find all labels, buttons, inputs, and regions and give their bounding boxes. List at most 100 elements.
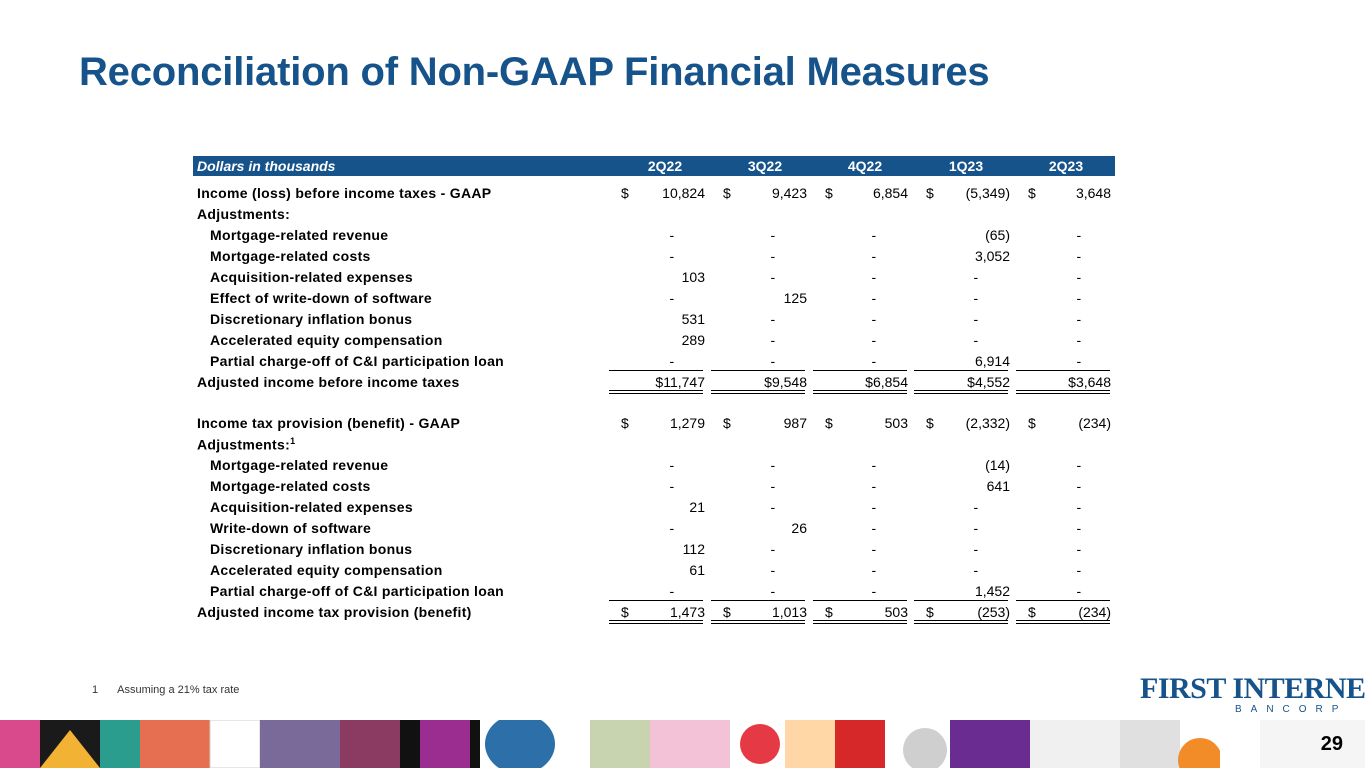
table-row: Mortgage-related costs - - - 641 - — [193, 475, 1115, 496]
double-underline — [813, 390, 907, 391]
double-underline — [914, 620, 1008, 621]
cell-value: 641 — [986, 478, 1010, 494]
cell-value: - — [973, 269, 979, 285]
cell-value: - — [871, 353, 877, 369]
currency-symbol: $ — [621, 185, 630, 201]
cell-value: - — [871, 332, 877, 348]
logo-main: FIRST INTERNET — [1140, 672, 1365, 705]
cell-value: - — [1076, 583, 1082, 599]
underline — [711, 370, 805, 371]
decorative-image-strip — [0, 720, 1365, 768]
period-header: 3Q22 — [747, 158, 783, 174]
double-underline — [1016, 620, 1110, 621]
cell-value: 61 — [689, 562, 705, 578]
row-label: Write-down of software — [210, 520, 372, 536]
underline — [813, 600, 907, 601]
cell-value: - — [1076, 562, 1082, 578]
currency-symbol: $ — [926, 185, 935, 201]
cell-value: - — [770, 562, 776, 578]
row-label: Accelerated equity compensation — [210, 562, 443, 578]
double-underline — [1016, 623, 1110, 624]
cell-value: 112 — [682, 541, 705, 557]
reconciliation-table: Dollars in thousands 2Q22 3Q22 4Q22 1Q23… — [193, 156, 1115, 624]
cell-value: (234) — [1078, 604, 1111, 620]
row-label: Adjusted income before income taxes — [197, 374, 460, 390]
cell-value: - — [973, 290, 979, 306]
cell-value: (14) — [985, 457, 1010, 473]
double-underline — [813, 623, 907, 624]
table-row: Partial charge-off of C&I participation … — [193, 350, 1115, 371]
cell-value: - — [1076, 248, 1082, 264]
cell-value: - — [871, 541, 877, 557]
row-label: Discretionary inflation bonus — [210, 311, 413, 327]
cell-value: - — [669, 583, 675, 599]
currency-symbol: $ — [621, 415, 630, 431]
table-row: Income tax provision (benefit) - GAAP $1,… — [193, 412, 1115, 433]
cell-value: - — [1076, 520, 1082, 536]
cell-value: - — [770, 353, 776, 369]
row-label: Acquisition-related expenses — [210, 499, 413, 515]
table-row: Adjustments:1 — [193, 433, 1115, 454]
row-label: Effect of write-down of software — [210, 290, 432, 306]
footnote-text: Assuming a 21% tax rate — [117, 684, 240, 696]
row-label: Adjustments:1 — [197, 436, 296, 453]
cell-value: - — [1076, 269, 1082, 285]
cell-value: $11,747 — [655, 374, 705, 390]
cell-value: 531 — [681, 311, 705, 327]
row-label: Accelerated equity compensation — [210, 332, 443, 348]
table-row: Acquisition-related expenses 21 - - - - — [193, 496, 1115, 517]
currency-symbol: $ — [926, 415, 935, 431]
cell-value: - — [770, 227, 776, 243]
cell-value: 21 — [689, 499, 705, 515]
cell-value: 10,824 — [662, 185, 705, 201]
cell-value: - — [871, 311, 877, 327]
row-label: Income tax provision (benefit) - GAAP — [197, 415, 461, 431]
cell-value: 26 — [791, 520, 807, 536]
row-label: Acquisition-related expenses — [210, 269, 413, 285]
cell-value: - — [669, 457, 675, 473]
cell-value: $6,854 — [865, 374, 908, 390]
table-row: Write-down of software - 26 - - - — [193, 517, 1115, 538]
row-label: Adjustments: — [197, 206, 291, 222]
underline — [914, 370, 1008, 371]
cell-value: - — [669, 290, 675, 306]
cell-value: 503 — [884, 415, 908, 431]
double-underline — [711, 623, 805, 624]
cell-value: (253) — [977, 604, 1010, 620]
currency-symbol: $ — [1028, 415, 1037, 431]
cell-value: - — [973, 499, 979, 515]
cell-value: (234) — [1078, 415, 1111, 431]
table-row: Mortgage-related costs - - - 3,052 - — [193, 245, 1115, 266]
cell-value: - — [770, 499, 776, 515]
cell-value: 1,279 — [669, 415, 705, 431]
underline — [1016, 600, 1110, 601]
table-row: Adjusted income before income taxes $11,7… — [193, 371, 1115, 394]
row-label: Mortgage-related costs — [210, 248, 371, 264]
currency-symbol: $ — [723, 604, 732, 620]
cell-value: - — [770, 269, 776, 285]
table-row: Mortgage-related revenue - - - (14) - — [193, 454, 1115, 475]
table-row: Accelerated equity compensation 289 - - - - — [193, 329, 1115, 350]
double-underline — [813, 393, 907, 394]
underline — [609, 370, 703, 371]
cell-value: - — [871, 520, 877, 536]
cell-value: (2,332) — [965, 415, 1010, 431]
page-number: 29 — [1320, 733, 1343, 755]
period-header: 1Q23 — [948, 158, 984, 174]
cell-value: 3,648 — [1075, 185, 1111, 201]
table-row: Accelerated equity compensation 61 - - - - — [193, 559, 1115, 580]
cell-value: - — [770, 583, 776, 599]
cell-value: (65) — [985, 227, 1010, 243]
period-header: 2Q23 — [1048, 158, 1084, 174]
cell-value: - — [1076, 541, 1082, 557]
cell-value: - — [1076, 332, 1082, 348]
double-underline — [609, 623, 703, 624]
double-underline — [711, 390, 805, 391]
double-underline — [711, 620, 805, 621]
cell-value: - — [770, 248, 776, 264]
currency-symbol: $ — [1028, 604, 1037, 620]
underline — [711, 600, 805, 601]
cell-value: - — [770, 332, 776, 348]
cell-value: (5,349) — [965, 185, 1010, 201]
table-row: Acquisition-related expenses 103 - - - - — [193, 266, 1115, 287]
